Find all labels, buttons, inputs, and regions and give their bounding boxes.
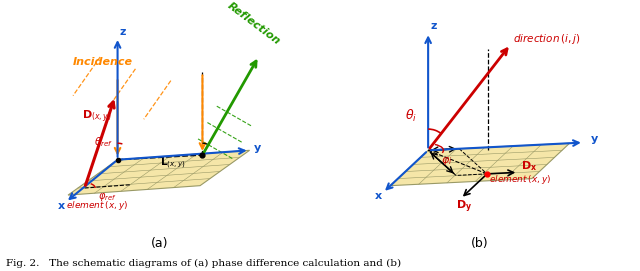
Text: x: x	[58, 201, 65, 211]
Text: $\mathbf{D_x}$: $\mathbf{D_x}$	[520, 159, 537, 173]
Text: Incidence: Incidence	[73, 57, 132, 67]
Text: y: y	[254, 143, 262, 153]
Text: $element\,(x,y)$: $element\,(x,y)$	[66, 199, 128, 212]
Text: (a): (a)	[151, 237, 169, 250]
Text: z: z	[120, 27, 126, 37]
Text: $direction\,(i,j)$: $direction\,(i,j)$	[513, 32, 580, 46]
Text: $\varphi_i$: $\varphi_i$	[441, 155, 452, 167]
Polygon shape	[68, 150, 250, 195]
Text: $\theta_i$: $\theta_i$	[404, 108, 417, 124]
Text: Fig. 2.   The schematic diagrams of (a) phase difference calculation and (b): Fig. 2. The schematic diagrams of (a) ph…	[6, 259, 401, 268]
Text: z: z	[431, 21, 437, 31]
Text: $\mathbf{D}_{(x,y)}$: $\mathbf{D}_{(x,y)}$	[82, 109, 112, 125]
Text: $\theta_{ref}$: $\theta_{ref}$	[94, 136, 113, 149]
Text: $\mathbf{D_y}$: $\mathbf{D_y}$	[456, 199, 472, 215]
Text: y: y	[591, 134, 598, 144]
Text: $\varphi_{ref}$: $\varphi_{ref}$	[97, 191, 116, 203]
Text: $\mathbf{L}_{(x,y)}$: $\mathbf{L}_{(x,y)}$	[160, 156, 186, 171]
Text: $element\,(x,y)$: $element\,(x,y)$	[490, 173, 552, 186]
Polygon shape	[390, 143, 570, 186]
Text: x: x	[374, 191, 381, 201]
Text: (b): (b)	[471, 237, 489, 250]
Text: Reflection: Reflection	[226, 0, 282, 46]
